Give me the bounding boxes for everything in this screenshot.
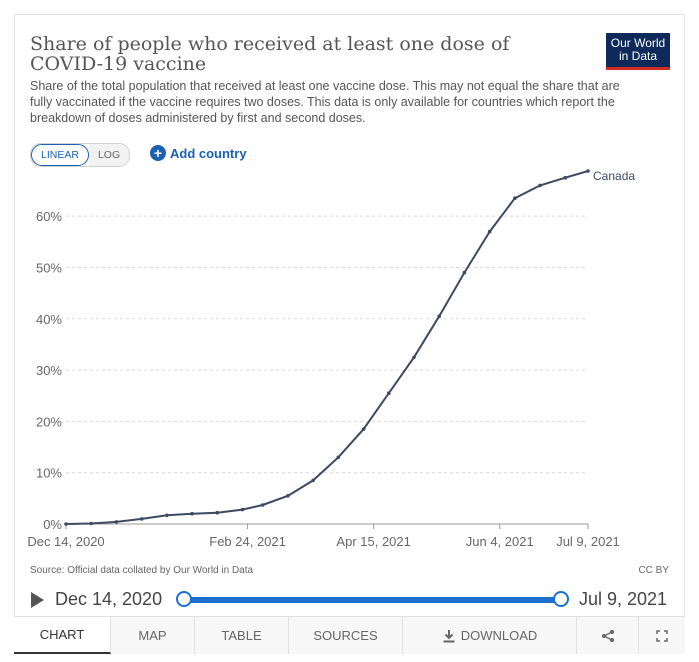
data-point (387, 391, 391, 396)
linear-scale-button[interactable]: LINEAR (31, 144, 89, 166)
chart-subtitle: Share of the total population that recei… (30, 79, 620, 125)
y-tick-label: 0% (43, 517, 62, 532)
chart-card (14, 14, 685, 654)
play-icon[interactable] (31, 592, 44, 608)
data-point (462, 270, 467, 275)
logo-line-1: Our World (610, 36, 666, 50)
data-point (286, 494, 290, 498)
data-point (437, 314, 442, 319)
x-tick-label: Jun 4, 2021 (466, 534, 534, 549)
tab-table[interactable]: TABLE (195, 617, 289, 654)
x-tick-label: Apr 15, 2021 (336, 534, 410, 549)
owid-logo[interactable]: Our World in Data (606, 33, 670, 70)
add-country-label: Add country (170, 145, 247, 161)
data-point (240, 507, 245, 512)
data-point (538, 183, 542, 188)
chart-title: Share of people who received at least on… (30, 33, 510, 75)
data-point (64, 522, 68, 526)
x-tick-label: Dec 14, 2020 (27, 534, 104, 549)
log-scale-button[interactable]: LOG (88, 144, 130, 166)
data-point (165, 513, 169, 518)
series-line-canada (65, 170, 589, 525)
add-country-button[interactable]: + Add country (150, 145, 247, 161)
download-icon (443, 629, 455, 642)
license-link[interactable]: CC BY (638, 565, 669, 576)
data-point (215, 510, 220, 515)
data-point (563, 175, 568, 180)
data-point (139, 517, 144, 521)
timeline-end-handle[interactable] (553, 591, 569, 607)
series-label-canada: Canada (593, 169, 635, 183)
tab-bar: CHART MAP TABLE SOURCES DOWNLOAD (14, 616, 685, 654)
timeline-track[interactable] (184, 597, 561, 603)
share-button[interactable] (577, 617, 639, 654)
y-tick-label: 50% (36, 260, 62, 275)
data-point (336, 455, 341, 460)
fullscreen-button[interactable] (639, 617, 685, 654)
timeline-start-handle[interactable] (176, 591, 192, 607)
data-point (487, 229, 492, 234)
y-tick-label: 40% (36, 312, 62, 327)
timeline-start-label: Dec 14, 2020 (55, 589, 163, 609)
y-tick-label: 30% (36, 363, 62, 378)
share-icon (601, 629, 614, 642)
y-tick-label: 20% (36, 414, 62, 429)
data-point (190, 511, 194, 516)
data-point (513, 196, 517, 200)
tab-download[interactable]: DOWNLOAD (403, 617, 577, 654)
fullscreen-icon (656, 629, 668, 642)
data-point (586, 169, 590, 173)
logo-accent-bar (606, 67, 670, 70)
data-point (89, 521, 93, 526)
plus-circle-icon: + (150, 145, 166, 161)
data-point (114, 520, 119, 524)
tab-map[interactable]: MAP (111, 617, 195, 654)
source-note[interactable]: Source: Official data collated by Our Wo… (30, 565, 254, 576)
data-point (412, 355, 416, 360)
y-tick-label: 10% (36, 466, 62, 481)
x-tick-label: Jul 9, 2021 (556, 534, 620, 549)
timeline-end-label: Jul 9, 2021 (579, 589, 668, 609)
data-point (361, 427, 366, 431)
logo-line-2: in Data (618, 49, 658, 63)
data-point (311, 478, 315, 483)
tab-sources[interactable]: SOURCES (289, 617, 403, 654)
y-tick-label: 60% (36, 209, 62, 224)
tab-download-label: DOWNLOAD (460, 628, 538, 643)
x-tick-label: Feb 24, 2021 (209, 534, 286, 549)
scale-toggle: LINEAR LOG (30, 143, 131, 167)
tab-chart[interactable]: CHART (14, 617, 111, 654)
data-point (260, 503, 265, 507)
